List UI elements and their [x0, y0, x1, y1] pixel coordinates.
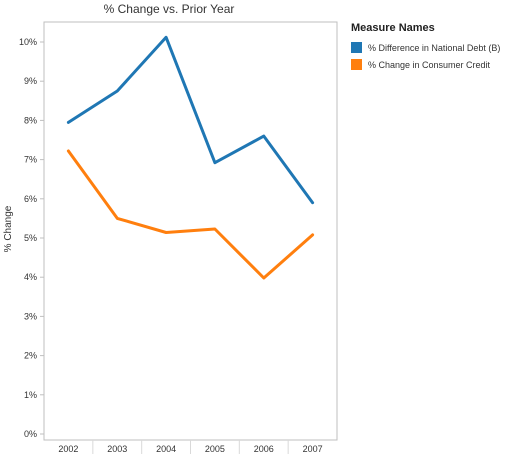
y-tick-label: 9%	[24, 76, 37, 86]
x-tick-label: 2003	[107, 444, 127, 454]
legend-title: Measure Names	[351, 22, 435, 34]
legend-label-consumer-credit: % Change in Consumer Credit	[368, 59, 491, 70]
legend-label-national-debt: % Difference in National Debt (B)	[368, 42, 501, 53]
legend-item-national-debt[interactable]: % Difference in National Debt (B)	[351, 39, 511, 56]
y-tick-label: 4%	[24, 272, 37, 282]
legend-item-consumer-credit[interactable]: % Change in Consumer Credit	[351, 56, 511, 73]
x-tick-label: 2005	[205, 444, 225, 454]
y-axis-label: % Change	[3, 205, 14, 252]
y-tick-label: 2%	[24, 351, 37, 361]
x-tick-label: 2002	[58, 444, 78, 454]
x-tick-label: 2004	[156, 444, 176, 454]
y-tick-label: 7%	[24, 155, 37, 165]
series-line-1[interactable]	[66, 149, 315, 280]
x-tick-label: 2006	[254, 444, 274, 454]
x-tick-label: 2007	[303, 444, 323, 454]
y-tick-label: 0%	[24, 429, 37, 439]
y-tick-label: 3%	[24, 311, 37, 321]
legend: Measure Names % Difference in National D…	[351, 22, 511, 73]
legend-swatch-consumer-credit	[351, 59, 362, 70]
legend-swatch-national-debt	[351, 42, 362, 53]
chart-title: % Change vs. Prior Year	[104, 2, 235, 16]
y-tick-label: 5%	[24, 233, 37, 243]
y-tick-label: 1%	[24, 390, 37, 400]
y-tick-label: 6%	[24, 194, 37, 204]
series-line-0[interactable]	[66, 35, 315, 205]
y-tick-label: 10%	[19, 37, 37, 47]
y-tick-label: 8%	[24, 115, 37, 125]
plot-area: 0% 1% 2% 3% 4% 5% 6% 7% 8% 9% 10% 2002 2003 2004 2005 2…	[19, 21, 338, 454]
